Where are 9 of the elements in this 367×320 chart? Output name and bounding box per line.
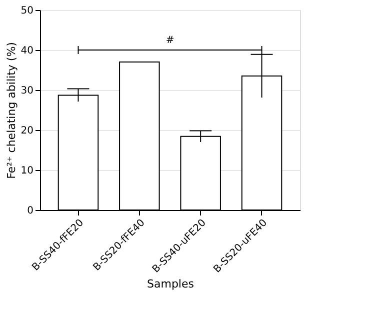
y-tick-label: 20 xyxy=(20,126,34,136)
annotation: # xyxy=(166,35,174,46)
y-axis-title: Fe²⁺ chelating ability (%) xyxy=(4,42,18,179)
y-tick-label: 50 xyxy=(20,6,34,16)
y-tick-label: 0 xyxy=(27,206,34,216)
y-tick-label: 30 xyxy=(20,86,34,96)
y-tick-label: 40 xyxy=(20,46,34,56)
x-axis-title: Samples xyxy=(147,278,194,291)
y-tick-label: 10 xyxy=(20,166,34,176)
